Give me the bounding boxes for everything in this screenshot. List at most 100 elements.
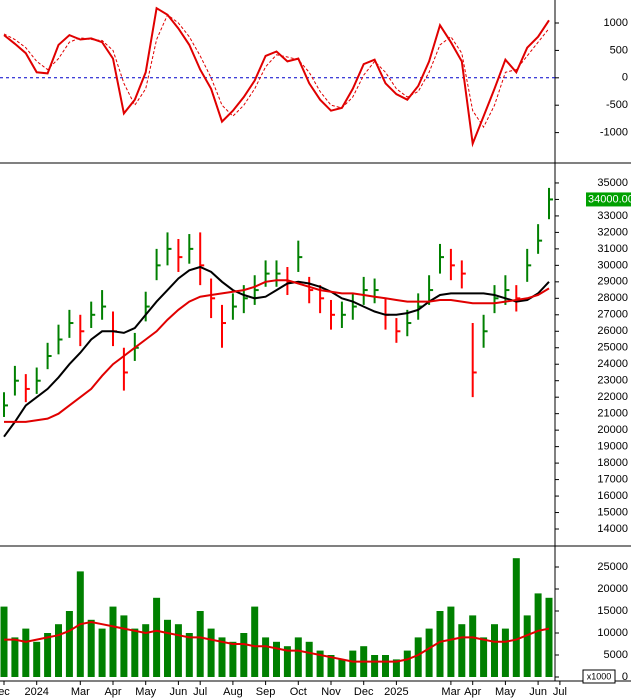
x-tick-label: May: [495, 686, 516, 698]
volume-bar: [120, 615, 128, 677]
unit-box: [582, 669, 616, 684]
y-tick-label: 32000: [597, 226, 628, 238]
volume-bar: [338, 659, 346, 677]
volume-bar: [262, 637, 270, 677]
x-tick-label: ec: [0, 686, 10, 698]
y-tick-label: 28000: [597, 292, 628, 304]
volume-bar: [164, 619, 171, 677]
volume-bar: [218, 637, 226, 677]
volume-bar: [240, 632, 248, 677]
y-tick-label: 0: [622, 72, 628, 84]
y-tick-label: -1000: [600, 127, 628, 139]
x-tick-label: Mar: [71, 686, 90, 698]
x-tick-label: May: [135, 686, 156, 698]
y-tick-label: 23000: [597, 375, 628, 387]
volume-bar: [185, 632, 193, 677]
y-tick-label: -500: [606, 99, 628, 111]
x-tick-label: Jun: [170, 686, 188, 698]
volume-bar: [109, 606, 117, 677]
unit-label: x1000: [587, 671, 612, 681]
volume-bar: [512, 558, 520, 677]
x-tick-label: 2024: [24, 686, 48, 698]
volume-bar: [523, 615, 531, 677]
volume-bar: [491, 624, 498, 677]
volume-bar: [207, 628, 215, 677]
volume-bar: [55, 624, 62, 677]
y-tick-label: 31000: [597, 243, 628, 255]
volume-bar: [316, 650, 324, 677]
volume-bar: [251, 606, 259, 677]
volume-bar: [142, 624, 150, 677]
x-tick-label: Apr: [104, 686, 121, 698]
last-price-label: 34000.00: [588, 193, 631, 205]
x-tick-label: Jul: [553, 686, 567, 698]
volume-bar: [283, 646, 291, 677]
y-tick-label: 14000: [597, 523, 628, 535]
volume-bar: [44, 632, 52, 677]
last-price-box: [586, 192, 631, 207]
volume-bar: [273, 641, 280, 677]
series-line: [4, 620, 550, 663]
series-line: [3, 6, 550, 148]
volume-bar: [305, 641, 313, 677]
series-line: [3, 14, 550, 129]
series-line: [4, 279, 550, 423]
y-tick-label: 29000: [597, 276, 628, 288]
y-tick-label: 35000: [597, 177, 628, 189]
y-tick-label: 15000: [597, 605, 628, 617]
volume-bar: [382, 654, 389, 677]
y-tick-label: 26000: [597, 325, 628, 337]
y-tick-label: 20000: [597, 424, 628, 436]
x-tick-label: Nov: [321, 686, 341, 698]
volume-bar: [0, 606, 8, 677]
x-tick-label: Aug: [223, 686, 243, 698]
volume-bar: [425, 628, 433, 677]
volume-bar: [534, 593, 542, 677]
y-tick-label: 5000: [604, 649, 628, 661]
volume-bar: [458, 624, 466, 677]
y-tick-label: 18000: [597, 457, 628, 469]
y-tick-label: 0: [622, 671, 628, 683]
x-tick-label: Jun: [529, 686, 547, 698]
volume-bar: [153, 597, 161, 677]
volume-bar: [65, 610, 73, 677]
volume-bar: [33, 641, 41, 677]
volume-bar: [436, 610, 444, 677]
y-tick-label: 15000: [597, 506, 628, 518]
volume-bar: [174, 624, 182, 677]
series-line: [3, 265, 550, 438]
volume-bar: [349, 650, 357, 677]
volume-bar: [131, 628, 139, 677]
volume-bar: [403, 650, 411, 677]
volume-bar: [480, 637, 488, 677]
x-tick-label: Sep: [256, 686, 276, 698]
volume-bar: [87, 619, 95, 677]
x-tick-label: Oct: [290, 686, 307, 698]
y-tick-label: 22000: [597, 391, 628, 403]
x-tick-label: Dec: [354, 686, 374, 698]
y-tick-label: 10000: [597, 627, 628, 639]
volume-bar: [414, 637, 422, 677]
volume-bar: [371, 654, 379, 677]
y-tick-label: 19000: [597, 441, 628, 453]
y-tick-label: 25000: [597, 342, 628, 354]
volume-bar: [501, 628, 509, 677]
y-tick-label: 20000: [597, 583, 628, 595]
x-tick-label: Jul: [193, 686, 207, 698]
volume-bar: [469, 615, 477, 677]
y-tick-label: 21000: [597, 408, 628, 420]
volume-bar: [22, 628, 30, 677]
y-tick-label: 17000: [597, 473, 628, 485]
volume-bar: [98, 628, 106, 677]
volume-bar: [294, 637, 302, 677]
volume-bar: [545, 597, 553, 677]
volume-bar: [447, 606, 455, 677]
volume-bar: [196, 610, 204, 677]
y-tick-label: 30000: [597, 259, 628, 271]
y-tick-label: 25000: [597, 561, 628, 573]
volume-bar: [392, 659, 400, 677]
x-tick-label: Mar: [441, 686, 460, 698]
y-tick-label: 27000: [597, 309, 628, 321]
